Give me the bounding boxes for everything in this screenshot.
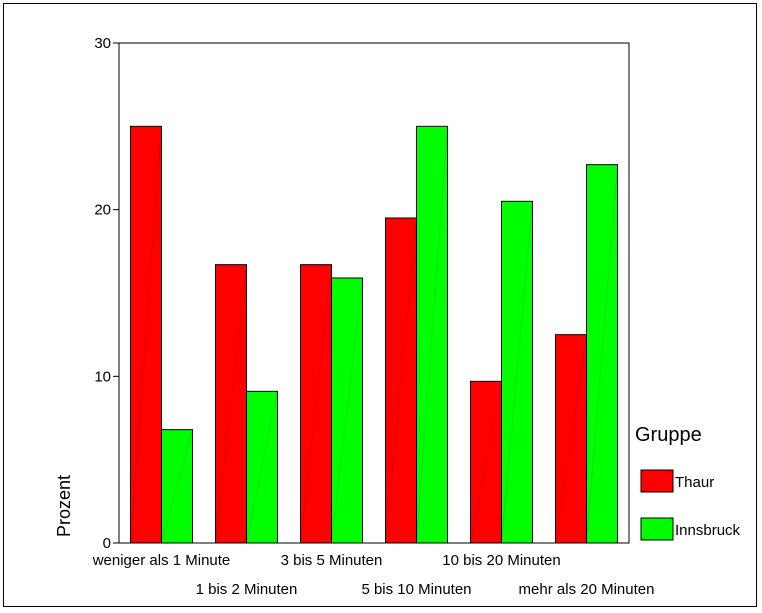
x-tick-label: 5 bis 10 Minuten: [361, 581, 471, 598]
bar-innsbruck: [416, 125, 448, 544]
bar-shade-line: [246, 391, 278, 544]
y-tick-label: 10: [94, 368, 111, 385]
bar-innsbruck: [246, 390, 278, 544]
legend-label-innsbruck: Innsbruck: [675, 522, 741, 539]
bar-shade-line: [331, 277, 363, 544]
legend-swatch-innsbruck: [640, 517, 674, 541]
bar-innsbruck: [161, 429, 193, 544]
y-axis: 0 10 20 30: [94, 35, 119, 552]
y-tick-label: 20: [94, 202, 111, 219]
bar-shade-line: [161, 429, 193, 544]
bar-shade-line: [586, 164, 618, 544]
bar-shade-line: [555, 334, 587, 544]
bar-shade-line: [470, 381, 502, 544]
bar-thaur: [555, 334, 587, 544]
bar-shade-line: [215, 264, 247, 544]
bar-thaur: [470, 380, 502, 544]
bar-thaur: [385, 217, 417, 544]
bar-innsbruck: [586, 164, 618, 544]
y-axis-label: Prozent: [54, 475, 74, 537]
bar-shade-line: [416, 126, 448, 544]
plot-area: [118, 42, 630, 544]
chart-frame: 0 10 20 30 weniger als 1 Minute 1 bis 2 Minu…: [3, 3, 757, 607]
bar-shade-line: [501, 201, 533, 544]
bar-shade-line: [385, 217, 417, 544]
bar-innsbruck: [501, 200, 533, 544]
legend: Gruppe Thaur Innsbruck: [635, 424, 741, 541]
x-tick-label: 10 bis 20 Minuten: [442, 552, 560, 569]
legend-label-thaur: Thaur: [675, 474, 714, 491]
x-tick-label: weniger als 1 Minute: [92, 552, 231, 569]
bars: [130, 125, 618, 544]
bar-shade-line: [300, 264, 332, 544]
bar-innsbruck: [331, 277, 363, 544]
x-tick-label: 3 bis 5 Minuten: [281, 552, 383, 569]
bar-shade-line: [130, 126, 162, 544]
y-tick-label: 0: [103, 535, 111, 552]
bar-chart: 0 10 20 30 weniger als 1 Minute 1 bis 2 Minu…: [54, 35, 741, 598]
x-tick-label: mehr als 20 Minuten: [519, 581, 655, 598]
y-tick-label: 30: [94, 35, 111, 52]
legend-swatch-thaur: [640, 469, 674, 493]
legend-title: Gruppe: [635, 424, 702, 446]
legend-swatch-shade: [640, 469, 674, 493]
legend-swatch-shade: [640, 517, 674, 541]
bar-thaur: [130, 125, 162, 544]
x-axis-labels: weniger als 1 Minute 1 bis 2 Minuten 3 bis…: [92, 552, 655, 598]
x-tick-label: 1 bis 2 Minuten: [196, 581, 298, 598]
